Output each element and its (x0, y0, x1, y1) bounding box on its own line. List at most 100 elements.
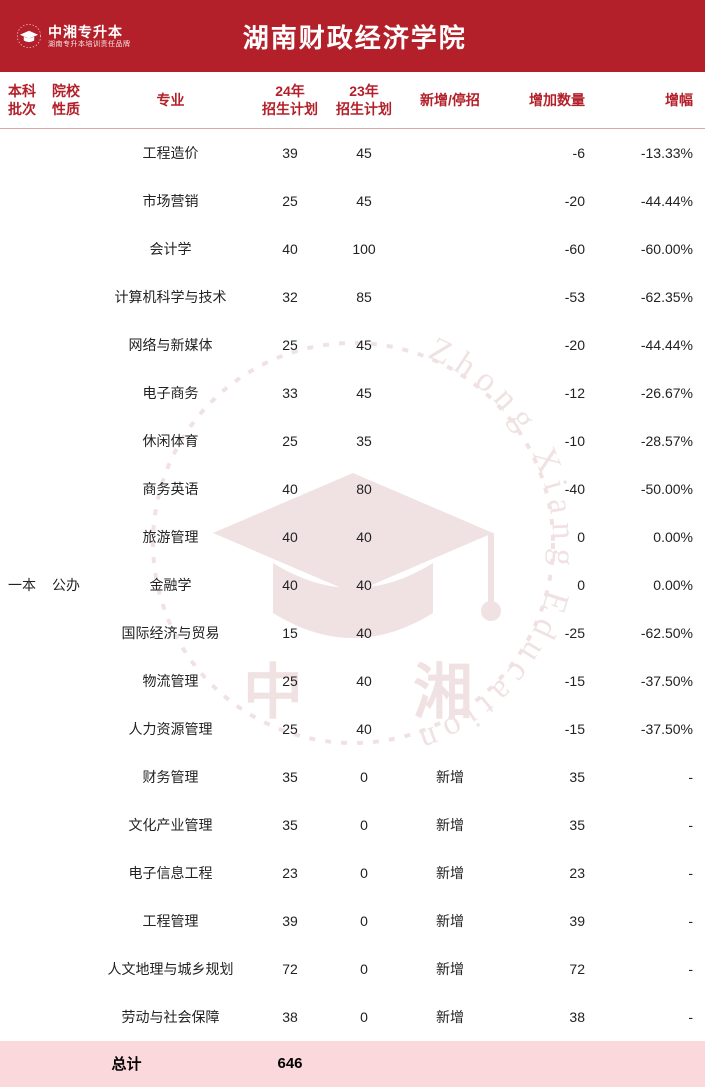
cell-major: 会计学 (88, 225, 253, 273)
cell-status (401, 705, 499, 753)
cell-pct: -26.67% (597, 369, 705, 417)
table-row: 电子商务3345-12-26.67% (0, 369, 705, 417)
col-header-nature: 院校性质 (44, 72, 88, 129)
cell-pct: - (597, 849, 705, 897)
table-row: 文化产业管理350新增35- (0, 801, 705, 849)
cell-pct: -60.00% (597, 225, 705, 273)
cell-major: 电子商务 (88, 369, 253, 417)
cell-major: 休闲体育 (88, 417, 253, 465)
cell-plan24: 25 (253, 177, 327, 225)
table-row: 一本公办工程造价3945-6-13.33% (0, 129, 705, 177)
cell-major: 人文地理与城乡规划 (88, 945, 253, 993)
cell-plan23: 40 (327, 513, 401, 561)
cell-plan24: 15 (253, 609, 327, 657)
cell-delta: 0 (499, 561, 597, 609)
table-row: 电子信息工程230新增23- (0, 849, 705, 897)
table-row: 会计学40100-60-60.00% (0, 225, 705, 273)
cell-pct: -44.44% (597, 321, 705, 369)
cell-plan24: 40 (253, 513, 327, 561)
cell-status: 新增 (401, 993, 499, 1041)
col-header-major: 专业 (88, 72, 253, 129)
cell-major: 电子信息工程 (88, 849, 253, 897)
cell-status (401, 321, 499, 369)
cell-plan24: 40 (253, 465, 327, 513)
cell-pct: -62.35% (597, 273, 705, 321)
cell-plan23: 0 (327, 753, 401, 801)
cell-status (401, 609, 499, 657)
cell-pct: -37.50% (597, 705, 705, 753)
cell-delta: 23 (499, 849, 597, 897)
cell-pct: 0.00% (597, 513, 705, 561)
cell-delta: -40 (499, 465, 597, 513)
table-row: 人文地理与城乡规划720新增72- (0, 945, 705, 993)
cell-status (401, 129, 499, 177)
footer-label: 总计 (0, 1041, 253, 1087)
cell-plan24: 35 (253, 801, 327, 849)
cell-plan23: 0 (327, 849, 401, 897)
table-body: 一本公办工程造价3945-6-13.33%市场营销2545-20-44.44%会… (0, 129, 705, 1041)
cell-delta: -60 (499, 225, 597, 273)
cell-plan24: 25 (253, 657, 327, 705)
cell-status: 新增 (401, 753, 499, 801)
cell-status (401, 657, 499, 705)
cell-pct: -44.44% (597, 177, 705, 225)
cell-plan23: 0 (327, 993, 401, 1041)
cell-status (401, 561, 499, 609)
cell-status (401, 177, 499, 225)
cell-delta: 38 (499, 993, 597, 1041)
cell-pct: -50.00% (597, 465, 705, 513)
cell-plan23: 80 (327, 465, 401, 513)
cell-major: 人力资源管理 (88, 705, 253, 753)
cell-plan24: 25 (253, 705, 327, 753)
cell-status: 新增 (401, 897, 499, 945)
cell-plan23: 0 (327, 897, 401, 945)
cell-pct: 0.00% (597, 561, 705, 609)
cell-status: 新增 (401, 849, 499, 897)
col-header-batch: 本科批次 (0, 72, 44, 129)
cell-plan24: 39 (253, 897, 327, 945)
cell-status: 新增 (401, 801, 499, 849)
col-header-delta: 增加数量 (499, 72, 597, 129)
footer-empty-2 (401, 1041, 499, 1087)
footer-empty-3 (499, 1041, 597, 1087)
col-header-plan23: 23年招生计划 (327, 72, 401, 129)
cell-major: 工程造价 (88, 129, 253, 177)
cell-plan23: 45 (327, 321, 401, 369)
cell-plan24: 38 (253, 993, 327, 1041)
table-header: 本科批次 院校性质 专业 24年招生计划 23年招生计划 新增/停招 增加数量 … (0, 72, 705, 129)
col-header-plan24: 24年招生计划 (253, 72, 327, 129)
table-row: 人力资源管理2540-15-37.50% (0, 705, 705, 753)
cell-pct: - (597, 801, 705, 849)
cell-major: 财务管理 (88, 753, 253, 801)
cell-delta: -12 (499, 369, 597, 417)
page-title: 湖南财政经济学院 (21, 18, 690, 55)
cell-major: 文化产业管理 (88, 801, 253, 849)
footer-empty-1 (327, 1041, 401, 1087)
cell-plan24: 23 (253, 849, 327, 897)
cell-delta: -15 (499, 657, 597, 705)
cell-pct: - (597, 993, 705, 1041)
cell-delta: -6 (499, 129, 597, 177)
cell-plan24: 72 (253, 945, 327, 993)
cell-plan23: 85 (327, 273, 401, 321)
table-row: 工程管理390新增39- (0, 897, 705, 945)
cell-major: 金融学 (88, 561, 253, 609)
cell-plan24: 35 (253, 753, 327, 801)
logo-text-sub: 湖南专升本培训责任品牌 (48, 41, 131, 48)
cell-status (401, 273, 499, 321)
table-row: 计算机科学与技术3285-53-62.35% (0, 273, 705, 321)
cell-plan24: 25 (253, 417, 327, 465)
table-row: 国际经济与贸易1540-25-62.50% (0, 609, 705, 657)
table-row: 金融学404000.00% (0, 561, 705, 609)
cell-status (401, 465, 499, 513)
enrollment-table: 本科批次 院校性质 专业 24年招生计划 23年招生计划 新增/停招 增加数量 … (0, 72, 705, 1087)
cell-delta: -25 (499, 609, 597, 657)
cell-plan23: 40 (327, 705, 401, 753)
cell-pct: -13.33% (597, 129, 705, 177)
cell-major: 计算机科学与技术 (88, 273, 253, 321)
cell-major: 国际经济与贸易 (88, 609, 253, 657)
cell-plan23: 40 (327, 609, 401, 657)
footer-empty-4 (597, 1041, 705, 1087)
cell-delta: -20 (499, 177, 597, 225)
cell-plan23: 0 (327, 945, 401, 993)
